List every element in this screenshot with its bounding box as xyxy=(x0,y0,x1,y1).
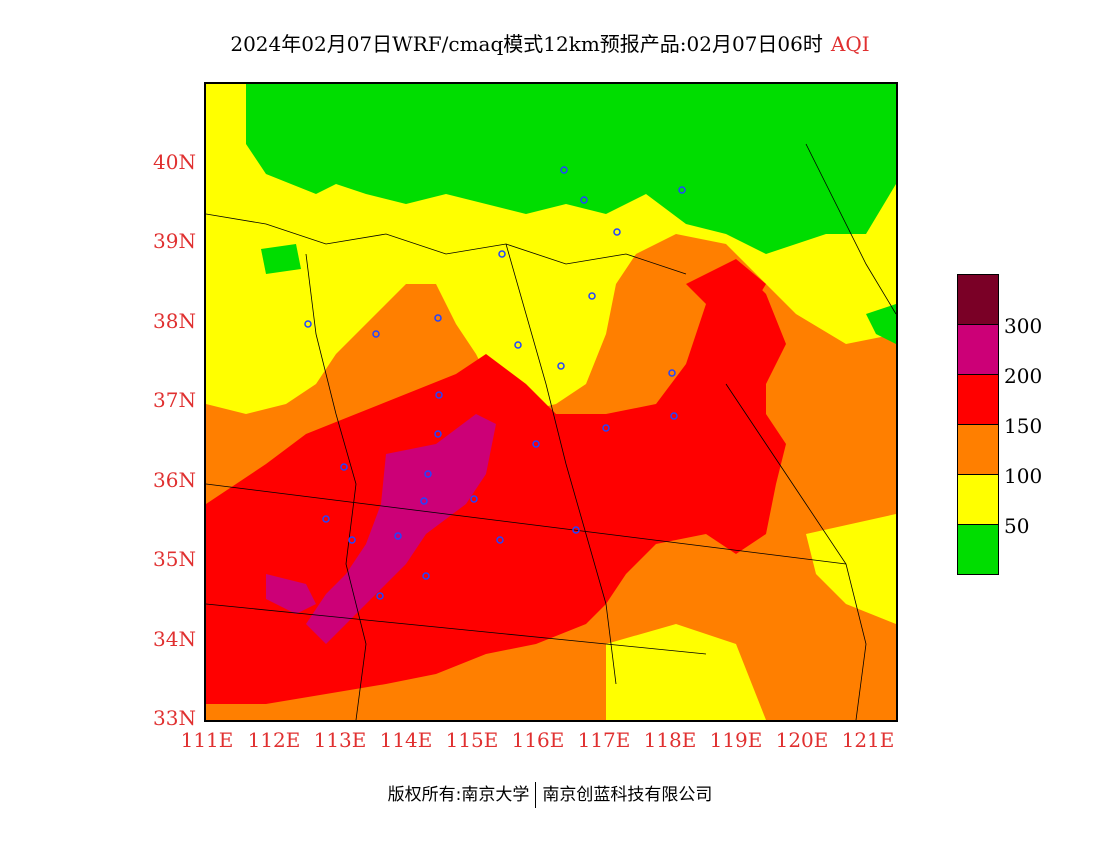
map-title: 2024年02月07日WRF/cmaq模式12km预报产品:02月07日06时 A… xyxy=(0,28,1100,57)
legend-swatch-100-150 xyxy=(958,425,998,475)
legend-value-300: 300 xyxy=(1004,314,1043,338)
footer-divider xyxy=(535,782,537,808)
legend-value-150: 150 xyxy=(1004,414,1043,438)
lat-label-39: 39N xyxy=(153,229,196,253)
copyright-footer: 版权所有:南京大学 南京创蓝科技有限公司 xyxy=(0,780,1100,808)
aqi-band-150-200-northeast xyxy=(686,259,766,309)
title-pollutant: AQI xyxy=(830,32,870,56)
lon-label-115: 115E xyxy=(445,728,499,752)
lon-label-119: 119E xyxy=(709,728,763,752)
city-markers xyxy=(304,166,686,600)
lat-label-36: 36N xyxy=(153,468,196,492)
aqi-band-0-50-north xyxy=(246,84,896,254)
lat-label-34: 34N xyxy=(153,627,196,651)
lat-label-38: 38N xyxy=(153,309,196,333)
lon-label-116: 116E xyxy=(511,728,565,752)
legend-swatch-0-50 xyxy=(958,525,998,574)
aqi-contour-map xyxy=(206,84,896,720)
copyright-company: 南京创蓝科技有限公司 xyxy=(542,785,713,805)
lat-label-40: 40N xyxy=(153,150,196,174)
aqi-band-0-50-west xyxy=(261,244,301,274)
lon-label-112: 112E xyxy=(247,728,301,752)
legend-value-50: 50 xyxy=(1004,514,1030,538)
lat-label-35: 35N xyxy=(153,547,196,571)
copyright-owner: 版权所有:南京大学 xyxy=(387,785,530,805)
aqi-band-50-100-east xyxy=(786,234,896,334)
lon-label-113: 113E xyxy=(313,728,367,752)
lon-label-120: 120E xyxy=(775,728,829,752)
lon-label-117: 117E xyxy=(577,728,631,752)
province-boundaries xyxy=(206,143,896,720)
legend-value-200: 200 xyxy=(1004,364,1043,388)
aqi-legend xyxy=(957,274,999,575)
aqi-band-200-300-west xyxy=(266,574,316,614)
legend-swatch-50-100 xyxy=(958,475,998,525)
lon-label-118: 118E xyxy=(643,728,697,752)
aqi-band-50-100-southeast xyxy=(806,514,896,624)
lat-label-37: 37N xyxy=(153,388,196,412)
legend-value-100: 100 xyxy=(1004,464,1043,488)
legend-swatch-300-plus xyxy=(958,275,998,325)
legend-swatch-150-200 xyxy=(958,375,998,425)
lat-label-33: 33N xyxy=(153,706,196,730)
lon-label-121: 121E xyxy=(841,728,895,752)
aqi-map xyxy=(204,82,898,722)
lon-label-111: 111E xyxy=(180,728,234,752)
title-main: 2024年02月07日WRF/cmaq模式12km预报产品:02月07日06时 xyxy=(230,32,823,56)
aqi-band-0-50-east xyxy=(866,304,896,344)
lon-label-114: 114E xyxy=(379,728,433,752)
legend-swatch-200-300 xyxy=(958,325,998,375)
aqi-band-200-300 xyxy=(306,414,496,644)
